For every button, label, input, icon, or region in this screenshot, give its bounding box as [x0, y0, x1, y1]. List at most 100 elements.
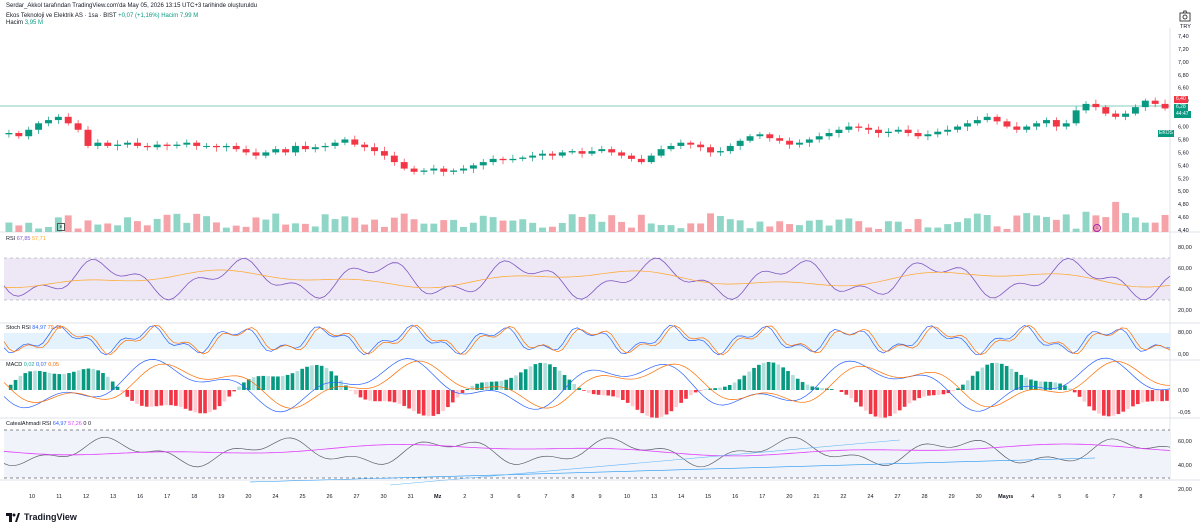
calendar-icon[interactable]: E: [57, 223, 65, 231]
macd-histogram-bar: [305, 366, 309, 390]
candle: [292, 145, 299, 153]
macd-histogram-bar: [528, 366, 533, 390]
time-tick: 12: [83, 494, 89, 500]
macd-histogram-bar: [480, 382, 484, 390]
candle: [608, 149, 616, 153]
volume-bar: [193, 213, 201, 232]
candle: [766, 134, 774, 139]
volume-bar: [548, 226, 556, 232]
candle: [578, 151, 586, 154]
macd-histogram-bar: [888, 390, 892, 417]
volume-bar: [35, 228, 43, 232]
time-tick: 10: [29, 494, 35, 500]
volume-bar: [519, 219, 527, 232]
macd-line: [3, 357, 1171, 413]
macd-histogram-bar: [839, 390, 844, 393]
macd-histogram-bar: [844, 390, 849, 395]
macd-histogram-bar: [217, 390, 222, 407]
macd-histogram-bar: [188, 390, 193, 411]
candle: [341, 139, 349, 143]
candle: [203, 145, 211, 147]
candle: [776, 138, 784, 141]
volume-bar: [163, 214, 171, 232]
macd-histogram-bar: [203, 390, 207, 414]
macd-histogram-bar: [674, 390, 679, 408]
volume-bar: [331, 219, 339, 232]
macd-histogram-bar: [684, 390, 688, 399]
tradingview-logo[interactable]: TradingView: [6, 512, 77, 522]
macd-histogram-bar: [149, 390, 154, 407]
macd-histogram-bar: [723, 386, 727, 390]
macd-histogram-bar: [285, 374, 290, 390]
candle: [163, 144, 171, 146]
dividend-flag-icon[interactable]: D: [1093, 224, 1101, 232]
volume-bar: [825, 225, 833, 232]
price-tick: 6,80: [1178, 73, 1189, 79]
candle: [282, 149, 290, 153]
volume-bar: [222, 227, 230, 232]
macd-histogram-bar: [980, 367, 985, 390]
macd-histogram-bar: [174, 390, 178, 406]
macd-legend[interactable]: MACD 0,02 0,07 0,05: [6, 362, 59, 368]
rsi-legend[interactable]: RSI 67,85 57,71: [6, 236, 46, 242]
macd-histogram-bar: [582, 390, 586, 391]
price-tick: 5,40: [1178, 163, 1189, 169]
volume-bar: [835, 219, 843, 232]
candle: [1092, 103, 1100, 108]
macd-histogram-bar: [669, 390, 674, 412]
macd-histogram-bar: [402, 390, 407, 406]
candle: [1122, 113, 1129, 117]
macd-histogram-bar: [713, 388, 717, 390]
macd-histogram-bar: [38, 371, 42, 390]
macd-histogram-bar: [1038, 381, 1043, 390]
candle: [716, 151, 724, 153]
macd-histogram-bar: [382, 390, 387, 402]
macd-histogram-bar: [426, 390, 431, 417]
volume-bar: [460, 227, 467, 232]
symbol-title[interactable]: Ekos Teknoloji ve Elektrik AS · 1sa · BI…: [6, 13, 117, 19]
volume-bar: [450, 219, 458, 232]
macd-histogram-bar: [1072, 390, 1077, 393]
candle: [84, 129, 92, 146]
ctx-bg: [4, 430, 1170, 478]
macd-signal-line: [3, 360, 1171, 409]
snapshot-icon[interactable]: [1178, 9, 1192, 23]
candle: [697, 144, 705, 148]
ctx-legend[interactable]: CatealAhmadi RSI 64,97 57,26 0 0: [6, 421, 92, 427]
macd-histogram-bar: [577, 387, 581, 390]
candle: [795, 142, 803, 145]
macd-histogram-bar: [640, 390, 645, 414]
volume-bar: [64, 215, 72, 232]
macd-histogram-bar: [499, 380, 504, 390]
candle: [380, 151, 388, 156]
time-tick: 26: [326, 494, 332, 500]
macd-histogram-bar: [242, 382, 246, 390]
volume-bar: [756, 221, 764, 232]
volume-bar: [766, 226, 774, 232]
macd-histogram-bar: [727, 384, 732, 390]
macd-histogram-bar: [339, 380, 343, 390]
macd-histogram-bar: [431, 390, 436, 416]
volume-bar: [509, 220, 517, 232]
macd-histogram-bar: [261, 375, 266, 390]
macd-histogram-bar: [664, 390, 669, 415]
candle: [242, 149, 250, 153]
volume-bar: [469, 222, 477, 232]
macd-histogram-bar: [1160, 390, 1164, 402]
candle: [657, 149, 665, 156]
candle: [15, 133, 23, 137]
macd-histogram-bar: [1087, 390, 1092, 407]
stoch-tick: 80,00: [1178, 330, 1192, 336]
macd-histogram-bar: [81, 369, 86, 390]
candle: [143, 145, 151, 148]
macd-histogram-bar: [378, 390, 382, 402]
candle: [944, 129, 952, 132]
volume-value: 3,95 M: [24, 20, 44, 26]
macd-histogram-bar: [193, 390, 198, 413]
volume-bar: [845, 218, 853, 232]
volume-bar: [697, 223, 705, 232]
macd-histogram-bar: [169, 390, 173, 406]
rsi-tick: 80,00: [1178, 245, 1192, 251]
stoch-legend[interactable]: Stoch RSI 84,97 79,43: [6, 325, 62, 331]
